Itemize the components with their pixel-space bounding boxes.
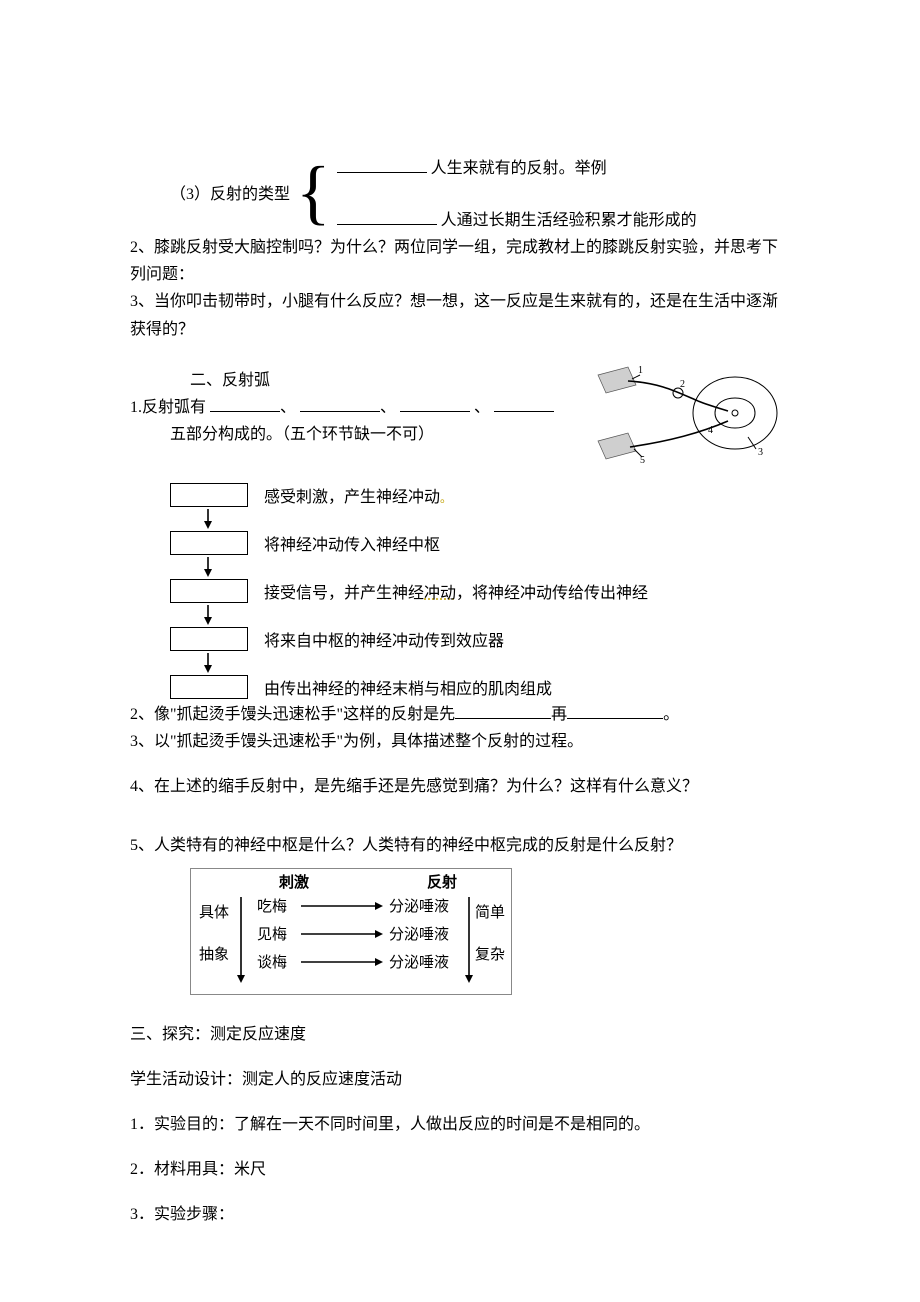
branch-bottom: 人通过长期生活经验积累才能形成的: [337, 206, 697, 230]
down-arrow-icon: [170, 653, 246, 673]
blank-input[interactable]: [337, 156, 427, 173]
blank-input[interactable]: [210, 395, 280, 412]
svg-text:5: 5: [640, 455, 645, 466]
arc-intro-label: 1.反射弧有: [130, 399, 206, 416]
resp-cell: 分泌唾液: [389, 954, 449, 971]
flowchart: 感受刺激，产生神经冲动。将神经冲动传入神经中枢接受信号，并产生神经冲动，将神经冲…: [130, 481, 790, 701]
arc-q2: 2、像"抓起烫手馒头迅速松手"这样的反射是先 再 。: [130, 701, 790, 728]
down-arrow-icon: [170, 557, 246, 577]
flow-row: 接受信号，并产生神经冲动，将神经冲动传给传出神经: [170, 577, 790, 605]
arc-q2-a: 像"抓起烫手馒头迅速松手"这样的反射是先: [154, 706, 455, 723]
flow-row: 将来自中枢的神经冲动传到效应器: [170, 625, 790, 653]
svg-text:1: 1: [638, 365, 643, 376]
reflex-type-label: （3）反射的类型: [130, 180, 290, 204]
stimulus-reflex-diagram: 刺激 反射 具体 抽象 简单 复杂 吃梅分泌唾液见梅分泌唾液谈梅分泌唾液: [190, 868, 512, 995]
stim-header-right: 反射: [427, 873, 457, 891]
brace-icon: {: [296, 156, 331, 228]
flow-row: 由传出神经的神经末梢与相应的肌肉组成: [170, 673, 790, 701]
left-axis-top: 具体: [199, 904, 229, 921]
stim-cell: 吃梅: [257, 898, 287, 915]
stim-cell: 见梅: [257, 926, 287, 943]
activity-design: 学生活动设计：测定人的反应速度活动: [130, 1066, 790, 1093]
flow-label: 接受信号，并产生神经冲动，将神经冲动传给传出神经: [264, 579, 648, 603]
stim-cell: 谈梅: [257, 954, 287, 971]
flow-row: 将神经冲动传入神经中枢: [170, 529, 790, 557]
flow-box[interactable]: [170, 531, 248, 555]
svg-text:4: 4: [708, 425, 713, 436]
reflex-type-section: （3）反射的类型 { 人生来就有的反射。举例 人通过长期生活经验积累才能形成的: [130, 150, 790, 234]
arc-q3: 3、以"抓起烫手馒头迅速松手"为例，具体描述整个反射的过程。: [130, 728, 790, 755]
section-3-title: 三、探究：测定反应速度: [130, 1021, 790, 1048]
right-axis-bottom: 复杂: [475, 945, 505, 963]
blank-input[interactable]: [455, 702, 551, 719]
blank-input[interactable]: [300, 395, 380, 412]
arc-q2-b: 再: [551, 706, 567, 723]
branch-top-text: 人生来就有的反射。举例: [431, 160, 607, 177]
resp-cell: 分泌唾液: [389, 898, 449, 915]
flow-label: 感受刺激，产生神经冲动。: [264, 483, 452, 507]
branch-bottom-text: 人通过长期生活经验积累才能形成的: [441, 212, 697, 229]
flow-box[interactable]: [170, 627, 248, 651]
exp-1: 1．实验目的：了解在一天不同时间里，人做出反应的时间是不是相同的。: [130, 1111, 790, 1138]
stim-header-left: 刺激: [279, 873, 310, 891]
blank-input[interactable]: [567, 702, 663, 719]
svg-text:2: 2: [680, 379, 685, 390]
blank-input[interactable]: [400, 395, 470, 412]
blank-input[interactable]: [494, 395, 554, 412]
q3-prefix: 3、: [130, 293, 154, 310]
flow-row: 感受刺激，产生神经冲动。: [170, 481, 790, 509]
branch-top: 人生来就有的反射。举例: [337, 154, 697, 178]
q3-text: 当你叩击韧带时，小腿有什么反应？想一想，这一反应是生来就有的，还是在生活中逐渐获…: [130, 293, 778, 337]
q2-text: 膝跳反射受大脑控制吗？为什么？两位同学一组，完成教材上的膝跳反射实验，并思考下列…: [130, 239, 778, 283]
left-axis-bottom: 抽象: [199, 946, 229, 963]
flow-label: 将神经冲动传入神经中枢: [264, 531, 440, 555]
arc-q2-prefix: 2、: [130, 706, 154, 723]
flow-box[interactable]: [170, 675, 248, 699]
flow-label: 将来自中枢的神经冲动传到效应器: [264, 627, 504, 651]
down-arrow-icon: [170, 605, 246, 625]
flow-box[interactable]: [170, 483, 248, 507]
brace-content: 人生来就有的反射。举例 人通过长期生活经验积累才能形成的: [337, 154, 697, 230]
resp-cell: 分泌唾液: [389, 926, 449, 943]
blank-input[interactable]: [337, 208, 437, 225]
flow-box[interactable]: [170, 579, 248, 603]
question-2: 2、膝跳反射受大脑控制吗？为什么？两位同学一组，完成教材上的膝跳反射实验，并思考…: [130, 234, 790, 288]
arc-q4: 4、在上述的缩手反射中，是先缩手还是先感觉到痛？为什么？这样有什么意义？: [130, 773, 790, 800]
reflex-arc-diagram: 1 2 3 4 5: [580, 363, 790, 473]
question-3: 3、当你叩击韧带时，小腿有什么反应？想一想，这一反应是生来就有的，还是在生活中逐…: [130, 288, 790, 342]
svg-text:3: 3: [758, 447, 763, 458]
exp-3: 3．实验步骤：: [130, 1201, 790, 1228]
down-arrow-icon: [170, 509, 246, 529]
arc-q5: 5、人类特有的神经中枢是什么？人类特有的神经中枢完成的反射是什么反射？: [130, 832, 790, 859]
right-axis-top: 简单: [475, 904, 505, 921]
arc-q2-tail: 。: [663, 706, 679, 723]
q2-prefix: 2、: [130, 239, 154, 256]
flow-label: 由传出神经的神经末梢与相应的肌肉组成: [264, 675, 552, 699]
exp-2: 2．材料用具：米尺: [130, 1156, 790, 1183]
